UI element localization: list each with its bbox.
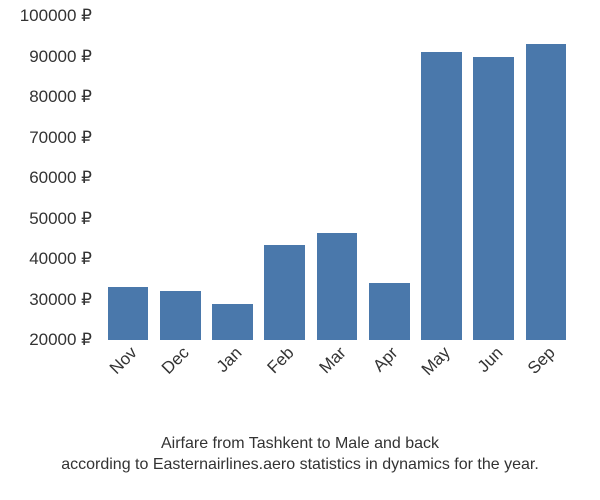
caption-line-2: according to Easternairlines.aero statis… — [61, 456, 539, 473]
y-tick-label: 30000 ₽ — [29, 290, 92, 310]
chart-caption: Airfare from Tashkent to Male and back a… — [0, 433, 600, 476]
bar-mar — [317, 233, 358, 340]
bar-slot — [311, 16, 363, 340]
bar-sep — [526, 44, 567, 340]
y-tick-label: 80000 ₽ — [29, 87, 92, 107]
y-tick-label: 70000 ₽ — [29, 128, 92, 148]
bar-slot — [259, 16, 311, 340]
y-tick-label: 60000 ₽ — [29, 168, 92, 188]
bar-jan — [212, 304, 253, 340]
x-tick-label: Apr — [370, 343, 403, 376]
bar-jun — [473, 57, 514, 341]
bar-dec — [160, 291, 201, 340]
y-tick-label: 50000 ₽ — [29, 209, 92, 229]
x-tick-label: May — [418, 343, 455, 380]
x-tick-label: Dec — [158, 343, 194, 379]
bar-slot — [415, 16, 467, 340]
x-tick-label: Jun — [473, 343, 507, 377]
bar-may — [421, 52, 462, 340]
bar-slot — [520, 16, 572, 340]
y-tick-label: 20000 ₽ — [29, 330, 92, 350]
x-tick-label: Mar — [316, 343, 351, 378]
bar-feb — [264, 245, 305, 340]
bars-group — [102, 16, 572, 340]
airfare-bar-chart: 20000 ₽ 30000 ₽ 40000 ₽ 50000 ₽ 60000 ₽ 70000… — [0, 0, 600, 500]
bar-slot — [363, 16, 415, 340]
bar-slot — [468, 16, 520, 340]
bar-apr — [369, 283, 410, 340]
plot-area: 20000 ₽30000 ₽40000 ₽50000 ₽60000 ₽70000… — [102, 16, 572, 340]
y-tick-label: 90000 ₽ — [29, 47, 92, 67]
bar-nov — [108, 287, 149, 340]
bar-slot — [206, 16, 258, 340]
caption-line-1: Airfare from Tashkent to Male and back — [161, 435, 439, 452]
x-tick-label: Feb — [263, 343, 298, 378]
x-tick-label: Nov — [106, 343, 142, 379]
y-tick-label: 40000 ₽ — [29, 249, 92, 269]
x-tick-label: Jan — [212, 343, 246, 377]
y-tick-label: 100000 ₽ — [20, 6, 92, 26]
x-tick-label: Sep — [524, 343, 560, 379]
bar-slot — [154, 16, 206, 340]
bar-slot — [102, 16, 154, 340]
